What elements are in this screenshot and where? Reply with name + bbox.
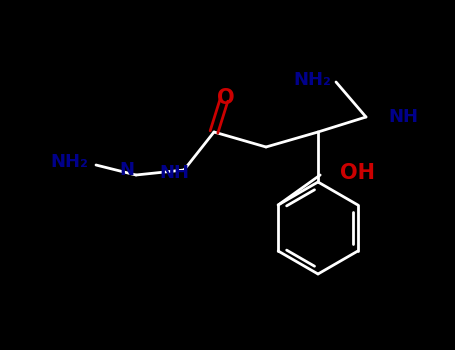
Text: O: O: [217, 88, 235, 108]
Text: N: N: [119, 161, 134, 179]
Text: NH₂: NH₂: [293, 71, 331, 89]
Text: OH: OH: [340, 163, 375, 183]
Text: NH: NH: [159, 164, 189, 182]
Text: NH: NH: [388, 108, 418, 126]
Text: NH₂: NH₂: [50, 153, 88, 171]
